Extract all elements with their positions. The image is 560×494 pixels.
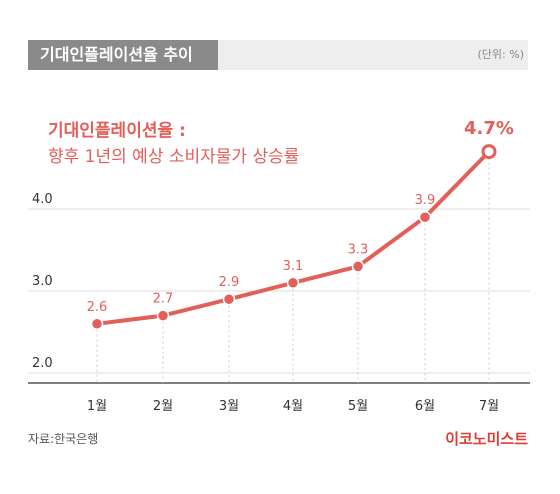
data-point-5: [418, 210, 432, 224]
data-point-0: [90, 317, 104, 331]
x-tick-label-5: 6월: [415, 399, 435, 414]
data-point-6: [481, 144, 497, 160]
data-label-0: 2.6: [87, 300, 108, 315]
data-label-4: 3.3: [348, 242, 369, 257]
y-tick-label-2: 4.0: [32, 192, 53, 207]
data-point-1: [156, 309, 170, 322]
data-label-3: 3.1: [283, 259, 304, 274]
definition-text: 향후 1년의 예상 소비자물가 상승률: [48, 147, 300, 167]
data-label-6: 4.7%: [464, 118, 514, 139]
x-tick-label-6: 7월: [479, 399, 499, 414]
x-tick-label-0: 1월: [87, 399, 107, 414]
header-bar: [218, 40, 528, 70]
x-tick-label-2: 3월: [219, 399, 239, 414]
definition-title: 기대인플레이션율 :: [48, 121, 186, 141]
data-label-1: 2.7: [153, 292, 174, 307]
x-tick-label-4: 5월: [348, 399, 368, 414]
data-label-5: 3.9: [415, 193, 436, 208]
data-point-2: [222, 292, 236, 306]
x-tick-label-3: 4월: [283, 399, 303, 414]
y-tick-label-1: 3.0: [32, 274, 53, 289]
source-note: 자료:한국은행: [28, 432, 99, 446]
data-point-4: [351, 260, 365, 273]
data-point-3: [286, 276, 300, 290]
data-label-2: 2.9: [219, 275, 240, 290]
unit-label: (단위: %): [477, 48, 524, 61]
x-tick-label-1: 2월: [153, 399, 173, 414]
chart-header: 기대인플레이션율 추이 (단위: %): [28, 40, 528, 70]
chart-title: 기대인플레이션율 추이: [28, 40, 218, 70]
brand-logo: 이코노미스트: [445, 430, 528, 448]
y-tick-label-0: 2.0: [32, 356, 53, 371]
